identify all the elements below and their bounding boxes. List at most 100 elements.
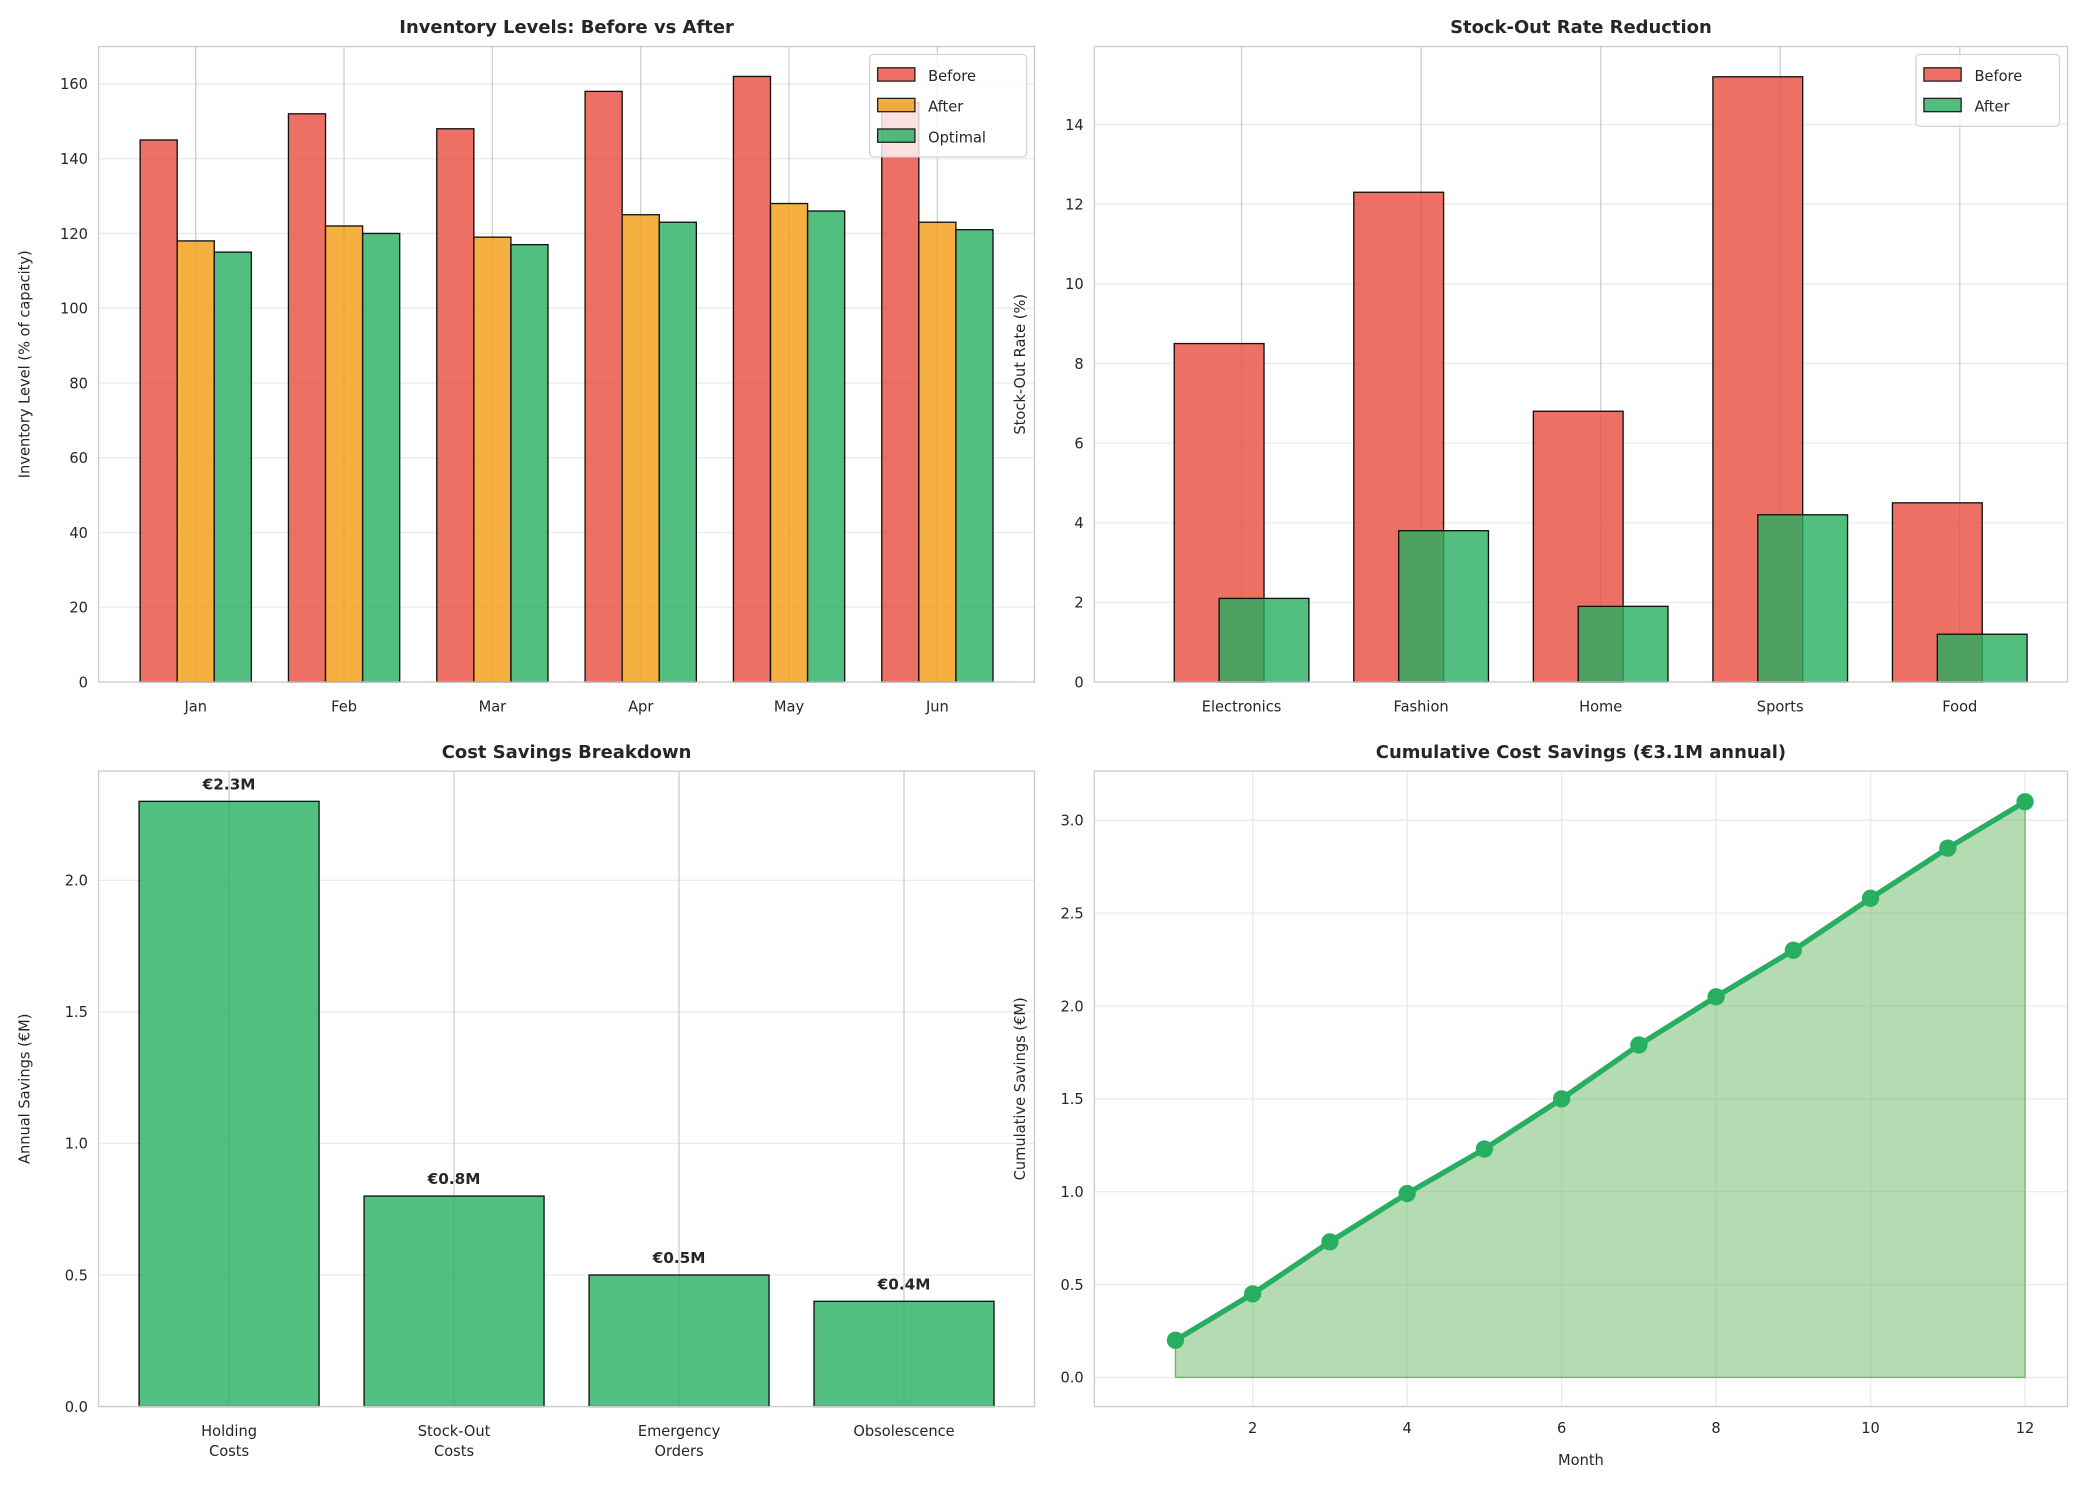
savings-line	[1174, 799, 2027, 1343]
x-tick-label: 10	[1861, 1420, 1880, 1437]
inventory-levels-chart: 0 20 40 60 80 100 120 140 160 Jan Feb Mar Apr May Jun I…	[16, 17, 1036, 715]
x-tick-label: Holding Costs	[201, 1423, 257, 1460]
x-tick-label: Stock-Out Costs	[418, 1423, 491, 1460]
axes-frame	[1093, 45, 2069, 683]
data-point-month-4	[1398, 1184, 1416, 1203]
x-tick-label: May	[774, 698, 805, 715]
y-tick-label: 1.0	[65, 1136, 88, 1153]
legend-label-before: Before	[1974, 68, 2022, 85]
chart-title: Cumulative Cost Savings (€3.1M annual)	[1376, 742, 1786, 763]
y-tick-label: 0	[1074, 674, 1083, 691]
y-axis-label: Annual Savings (€M)	[16, 1014, 33, 1164]
y-axis-label: Cumulative Savings (€M)	[1012, 997, 1029, 1180]
y-tick-label: 1.5	[1060, 1091, 1083, 1108]
data-point-month-12	[2016, 793, 2034, 811]
x-tick-label: Electronics	[1202, 698, 1282, 715]
data-label: €0.4M	[877, 1275, 931, 1293]
legend-label-after: After	[928, 99, 963, 116]
stock-out-rate-chart: 0 2 4 6 8 10 12 14 Electronics Fashion Home Sports F…	[1012, 17, 2069, 715]
bar-after-apr	[621, 214, 660, 683]
x-tick-label: Food	[1942, 698, 1977, 715]
legend-swatch-before	[876, 67, 916, 82]
data-point-month-8	[1707, 988, 1725, 1006]
bar-after-food	[1936, 633, 2028, 683]
legend-label-optimal: Optimal	[928, 129, 986, 146]
bar-before-may	[732, 75, 772, 683]
data-label: €2.3M	[202, 775, 256, 793]
y-tick-label: 160	[60, 76, 88, 93]
bar-optimal-mar	[510, 243, 549, 683]
bar-after-jan	[176, 240, 215, 683]
bar-after-sports	[1757, 514, 1849, 683]
data-point-month-7	[1630, 1036, 1648, 1054]
y-tick-label: 140	[60, 151, 88, 168]
legend-label-after: After	[1974, 99, 2009, 116]
bar-savings-3	[813, 1300, 995, 1408]
x-tick-label: Obsolescence	[853, 1423, 954, 1440]
x-tick-label: Mar	[479, 698, 507, 715]
bar-after-feb	[324, 225, 364, 683]
bar-before-feb	[287, 113, 327, 683]
y-tick-label: 20	[69, 600, 88, 617]
y-tick-label: 8	[1074, 356, 1083, 373]
x-tick-label: 4	[1403, 1420, 1412, 1437]
y-tick-label: 2.5	[1060, 905, 1083, 922]
legend-swatch-before	[1923, 67, 1962, 82]
data-point-month-3	[1321, 1233, 1339, 1251]
data-point-month-1	[1166, 1331, 1185, 1349]
x-tick-label: Emergency Orders	[638, 1423, 721, 1460]
data-point-month-6	[1552, 1090, 1571, 1108]
x-tick-label: Jun	[925, 698, 949, 715]
y-tick-label: 3.0	[1060, 813, 1083, 830]
bar-optimal-may	[806, 210, 846, 683]
x-tick-label: Apr	[628, 698, 653, 715]
cost-savings-chart: 0.0 0.5 1.0 1.5 2.0 Holding Costs Stock-Out Cost…	[16, 742, 1036, 1460]
bar-after-mar	[473, 236, 512, 683]
y-tick-label: 1.0	[1060, 1184, 1083, 1201]
legend-label-before: Before	[928, 68, 976, 85]
y-tick-label: 0.5	[65, 1267, 88, 1284]
x-tick-label: 6	[1557, 1420, 1566, 1437]
y-tick-label: 0.0	[65, 1399, 88, 1416]
bar-before-jun	[881, 101, 920, 683]
data-point-month-11	[1939, 839, 1957, 857]
x-tick-label: 8	[1711, 1420, 1720, 1437]
data-point-month-2	[1244, 1285, 1262, 1303]
y-tick-label: 0	[79, 674, 88, 691]
y-tick-label: 100	[60, 301, 88, 318]
x-tick-label: Fashion	[1394, 698, 1449, 715]
axes-frame	[1093, 770, 2069, 1408]
legend-swatch-optimal	[876, 128, 916, 143]
bar-after-home	[1577, 605, 1669, 683]
x-tick-label: Home	[1579, 698, 1622, 715]
y-tick-label: 0.0	[1060, 1370, 1083, 1387]
x-tick-label: Jan	[183, 698, 207, 715]
bar-after-jun	[918, 221, 957, 683]
y-tick-label: 2	[1074, 595, 1083, 612]
y-tick-label: 12	[1065, 197, 1084, 214]
data-point-month-10	[1861, 889, 1880, 907]
bar-optimal-jun	[955, 229, 994, 683]
bar-after-may	[769, 202, 809, 683]
data-point-month-5	[1475, 1140, 1494, 1158]
bar-after-electronics	[1218, 597, 1310, 683]
x-tick-label: Feb	[331, 698, 357, 715]
bar-optimal-jan	[213, 251, 253, 683]
bar-before-jan	[139, 139, 178, 683]
y-tick-label: 0.5	[1060, 1277, 1083, 1294]
y-tick-label: 2.0	[65, 873, 88, 890]
x-tick-label: 12	[2016, 1420, 2035, 1437]
chart-title: Cost Savings Breakdown	[442, 742, 692, 763]
legend-swatch-after	[1923, 97, 1962, 113]
y-tick-label: 120	[60, 226, 88, 243]
y-tick-label: 80	[69, 375, 88, 392]
cumulative-savings-chart: 0.0 0.5 1.0 1.5 2.0 2.5 3.0 2 4 6 8 10 12 Cumulative …	[1012, 742, 2069, 1469]
bar-savings-2	[588, 1274, 770, 1408]
bar-before-mar	[436, 128, 475, 683]
x-tick-label: Sports	[1757, 698, 1804, 715]
y-tick-label: 4	[1074, 515, 1083, 532]
y-tick-label: 2.0	[1060, 998, 1083, 1015]
y-axis-label: Inventory Level (% of capacity)	[16, 250, 33, 478]
chart-title: Inventory Levels: Before vs After	[399, 17, 734, 38]
bar-after-fashion	[1398, 530, 1490, 683]
